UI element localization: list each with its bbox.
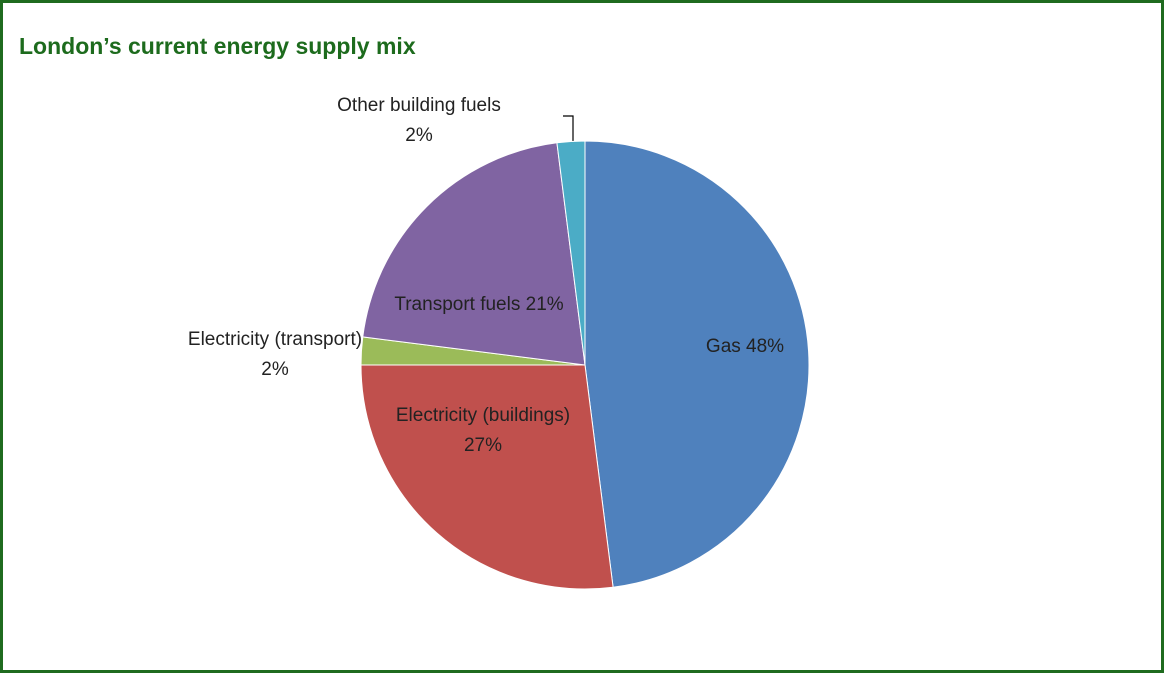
pie-slice (362, 142, 586, 366)
slice-label: Other building fuels 2% (337, 95, 501, 146)
pie-slice (556, 140, 586, 366)
slice-label: Electricity (buildings) 27% (395, 405, 571, 456)
leader-line (563, 115, 574, 145)
chart-title: London’s current energy supply mix (19, 33, 416, 59)
pie-slice (584, 140, 810, 588)
slice-label: Electricity (transport) 2% (187, 329, 363, 380)
slice-label: Transport fuels 21% (394, 294, 564, 315)
slice-label: Gas 48% (705, 336, 785, 357)
plot (360, 115, 810, 590)
pie-slice (360, 364, 614, 590)
